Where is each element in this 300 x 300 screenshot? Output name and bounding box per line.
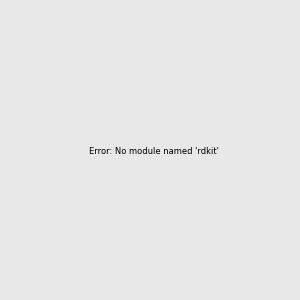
Text: Error: No module named 'rdkit': Error: No module named 'rdkit' <box>89 147 219 156</box>
